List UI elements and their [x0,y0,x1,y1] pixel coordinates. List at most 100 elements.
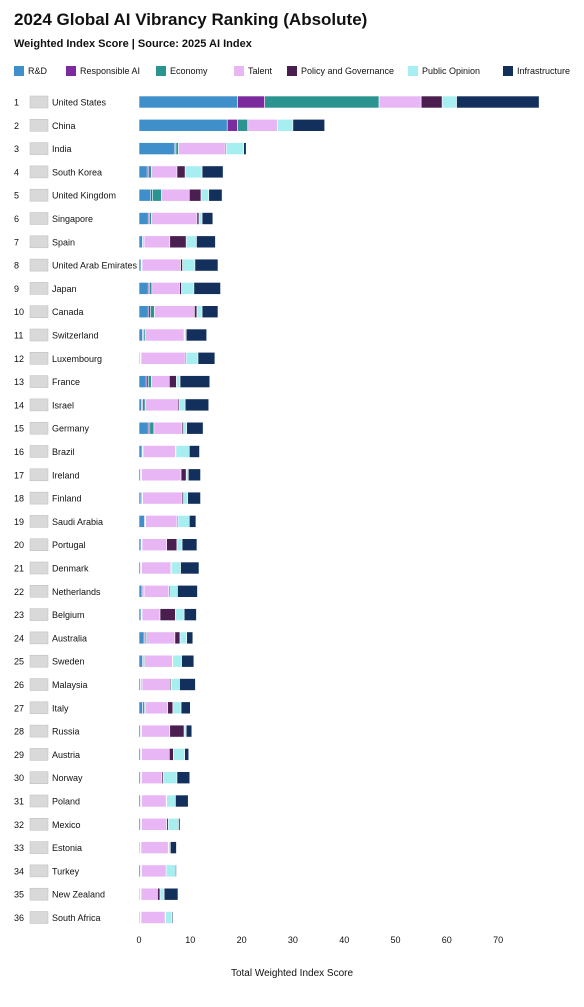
bar-segment [179,678,196,691]
rank-label: 24 [14,633,24,643]
bar-segment [183,724,187,738]
legend-label: Infrastructure [517,66,571,76]
category-label: Mexico [52,820,81,830]
bar-segment [144,701,169,715]
legend-swatch [66,66,76,76]
bar-segment [178,817,181,831]
bar-segment [441,95,457,109]
bar-segment [138,654,143,668]
rank-label: 2 [14,121,19,131]
category-label: New Zealand [52,890,105,900]
bar-segment [196,235,216,249]
country-flag [29,235,49,249]
category-label: Turkey [52,866,80,876]
rank-label: 15 [14,424,24,434]
rank-label: 22 [14,587,24,597]
bar-segment [175,864,177,878]
legend-swatch [14,66,24,76]
x-tick-label: 50 [390,935,400,945]
country-flag [29,538,49,551]
x-tick-label: 70 [493,935,503,945]
category-label: Saudi Arabia [52,517,103,527]
bar-segment [157,887,161,901]
country-flag [29,608,49,621]
rank-label: 20 [14,540,24,550]
bar-segment [141,864,167,878]
bar-segment [140,911,166,924]
bar-segment [181,282,195,295]
bar-segment [169,235,187,249]
bar-segment [138,398,142,412]
bar-segment [179,282,182,295]
country-flag [29,585,49,598]
bar-segment [196,212,200,225]
bar-segment [243,142,247,155]
bar-segment [138,421,149,435]
bar-segment [201,305,219,319]
bar-segment [175,794,189,808]
bar-segment [174,631,181,645]
bar-segment [144,398,178,412]
country-flag [29,305,49,318]
bar-segment [171,561,181,575]
legend-label: R&D [28,66,48,76]
category-label: France [52,377,80,387]
category-label: United Kingdom [52,191,116,201]
bar-segment [140,887,158,901]
bar-segment [141,538,168,552]
bar-segment [188,188,202,202]
legend-item: Responsible AI [66,66,140,76]
bar-segment [152,188,162,202]
bar-segment [142,491,183,505]
rank-label: 5 [14,191,19,201]
category-label: Russia [52,727,80,737]
country-flag [29,887,49,901]
bar-segment [175,445,190,458]
chart-subtitle: Weighted Index Score | Source: 2025 AI I… [14,38,252,50]
rank-label: 18 [14,494,24,504]
bar-segment [200,188,210,202]
bar-segment [225,142,244,155]
rank-label: 33 [14,843,24,853]
rank-label: 11 [14,331,23,341]
rank-label: 10 [14,307,24,317]
bar-segment [277,119,294,132]
bar-segment [247,119,278,132]
bar-segment [175,142,179,155]
country-flag [29,794,49,808]
rank-label: 17 [14,470,24,480]
bar-segment [196,305,203,319]
chart-title: 2024 Global AI Vibrancy Ranking (Absolut… [14,10,368,29]
category-label: United Arab Emirates [52,261,138,271]
bar-segment [180,468,187,482]
bar-segment [172,654,182,668]
bar-segment [176,538,183,552]
chart-legend: R&D Responsible AI Economy Talent Policy and… [14,66,574,80]
country-flag [29,282,49,295]
x-tick-label: 0 [136,935,141,945]
bar-segment [142,398,146,412]
bar-segment [148,165,152,179]
bar-segment [184,165,203,179]
country-flag [29,398,49,412]
country-flag [29,421,49,435]
category-label: Ireland [52,470,80,480]
bar-segment [177,515,190,528]
category-label: Malaysia [52,680,88,690]
country-flag [29,165,49,179]
bar-segment [138,538,142,552]
country-flag [29,119,49,132]
legend-item: Talent [234,66,272,76]
bar-segment [138,328,143,342]
bar-segment [178,142,226,155]
category-label: Netherlands [52,587,101,597]
bar-segment [151,282,180,295]
x-tick-label: 20 [237,935,247,945]
bar-segment [165,911,173,924]
bar-segment [184,748,190,761]
legend-label: Public Opinion [422,66,481,76]
rank-label: 25 [14,657,24,667]
country-flag [29,818,49,831]
bar-segment [167,817,179,831]
bar-segment [145,515,178,528]
